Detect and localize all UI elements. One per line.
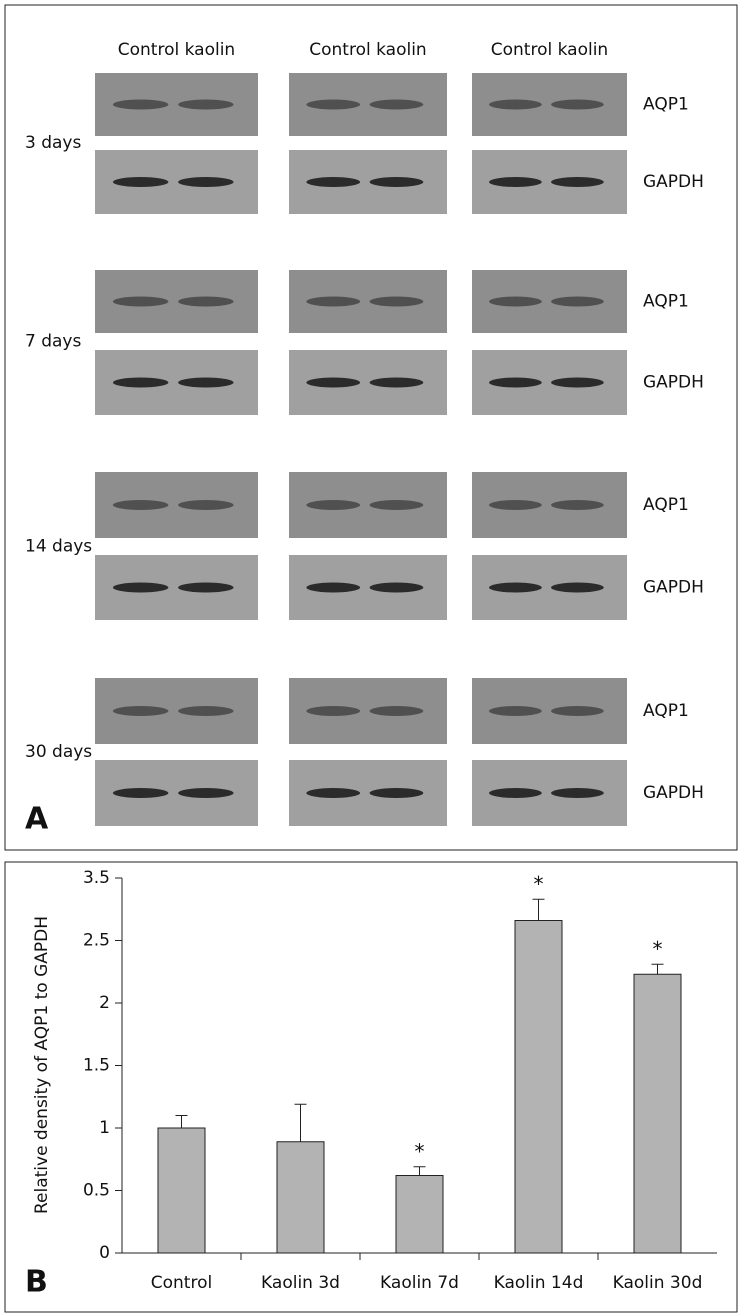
blot-band	[178, 296, 234, 307]
y-tick-label: 2.5	[83, 931, 110, 951]
blot-band	[306, 177, 361, 187]
panel-label: A	[25, 802, 49, 837]
panel-b-frame	[4, 861, 738, 1313]
blot-band	[112, 582, 169, 593]
panel-label: B	[25, 1265, 48, 1300]
blot-band	[369, 706, 424, 716]
blot-band	[178, 377, 234, 388]
bar	[514, 920, 563, 1254]
blot-band	[178, 99, 234, 110]
blot-band	[551, 177, 604, 187]
blot-band	[178, 706, 234, 716]
bar	[633, 973, 682, 1254]
blot-band	[112, 99, 169, 110]
protein-label: GAPDH	[643, 373, 704, 393]
protein-label: AQP1	[643, 495, 689, 515]
protein-label: AQP1	[643, 95, 689, 115]
row-label: 30 days	[25, 742, 92, 762]
protein-label: GAPDH	[643, 172, 704, 192]
column-label: Control kaolin	[309, 40, 426, 60]
error-bar	[651, 963, 664, 975]
blot-band	[306, 99, 361, 110]
blot-band	[369, 788, 424, 798]
blot-band	[306, 706, 361, 716]
error-bar	[175, 1115, 188, 1128]
bar	[157, 1127, 206, 1254]
blot-band	[306, 788, 361, 798]
x-tick-label: Kaolin 14d	[494, 1273, 584, 1293]
blot-band	[489, 99, 542, 110]
blot-band	[369, 296, 424, 307]
x-tick-label: Control	[151, 1273, 212, 1293]
y-tick-label: 0.5	[83, 1181, 110, 1201]
significance-mark: *	[534, 872, 544, 896]
column-label: Control kaolin	[118, 40, 235, 60]
blot-band	[369, 177, 424, 187]
row-label: 3 days	[25, 133, 81, 153]
blot-band	[112, 500, 169, 510]
blot-band	[369, 500, 424, 510]
blot-band	[489, 296, 542, 307]
x-tick-label: Kaolin 7d	[380, 1273, 459, 1293]
blot-band	[112, 706, 169, 716]
blot-band	[112, 377, 169, 388]
blot-band	[178, 582, 234, 593]
blot-band	[306, 500, 361, 510]
significance-mark: *	[415, 1139, 425, 1163]
error-bar	[294, 1103, 307, 1142]
x-tick-label: Kaolin 30d	[613, 1273, 703, 1293]
blot-band	[489, 788, 542, 798]
y-tick-label: 3.5	[83, 868, 110, 888]
blot-band	[369, 582, 424, 593]
x-tick-label: Kaolin 3d	[261, 1273, 340, 1293]
blot-band	[489, 377, 542, 388]
significance-mark: *	[653, 937, 663, 961]
bar	[395, 1175, 444, 1254]
blot-band	[551, 788, 604, 798]
blot-band	[178, 788, 234, 798]
y-axis-label: Relative density of AQP1 to GAPDH	[32, 916, 52, 1214]
blot-band	[489, 500, 542, 510]
blot-band	[369, 377, 424, 388]
column-label: Control kaolin	[491, 40, 608, 60]
y-tick-label: 1	[99, 1118, 110, 1138]
blot-band	[306, 377, 361, 388]
blot-band	[112, 296, 169, 307]
protein-label: AQP1	[643, 292, 689, 312]
blot-band	[551, 500, 604, 510]
y-tick-label: 2	[99, 993, 110, 1013]
row-label: 14 days	[25, 537, 92, 557]
blot-band	[306, 296, 361, 307]
blot-band	[369, 99, 424, 110]
protein-label: GAPDH	[643, 783, 704, 803]
blot-band	[178, 177, 234, 187]
y-tick-label: 1.5	[83, 1056, 110, 1076]
blot-band	[178, 500, 234, 510]
blot-band	[489, 177, 542, 187]
row-label: 7 days	[25, 332, 81, 352]
blot-band	[112, 177, 169, 187]
error-bar	[413, 1166, 426, 1176]
protein-label: AQP1	[643, 701, 689, 721]
blot-band	[112, 788, 169, 798]
bar	[276, 1141, 325, 1254]
blot-band	[489, 706, 542, 716]
blot-band	[551, 296, 604, 307]
blot-band	[306, 582, 361, 593]
protein-label: GAPDH	[643, 578, 704, 598]
blot-band	[551, 99, 604, 110]
blot-band	[551, 377, 604, 388]
error-bar	[532, 898, 545, 921]
y-tick-label: 0	[99, 1243, 110, 1263]
blot-band	[489, 582, 542, 593]
blot-band	[551, 706, 604, 716]
blot-band	[551, 582, 604, 593]
